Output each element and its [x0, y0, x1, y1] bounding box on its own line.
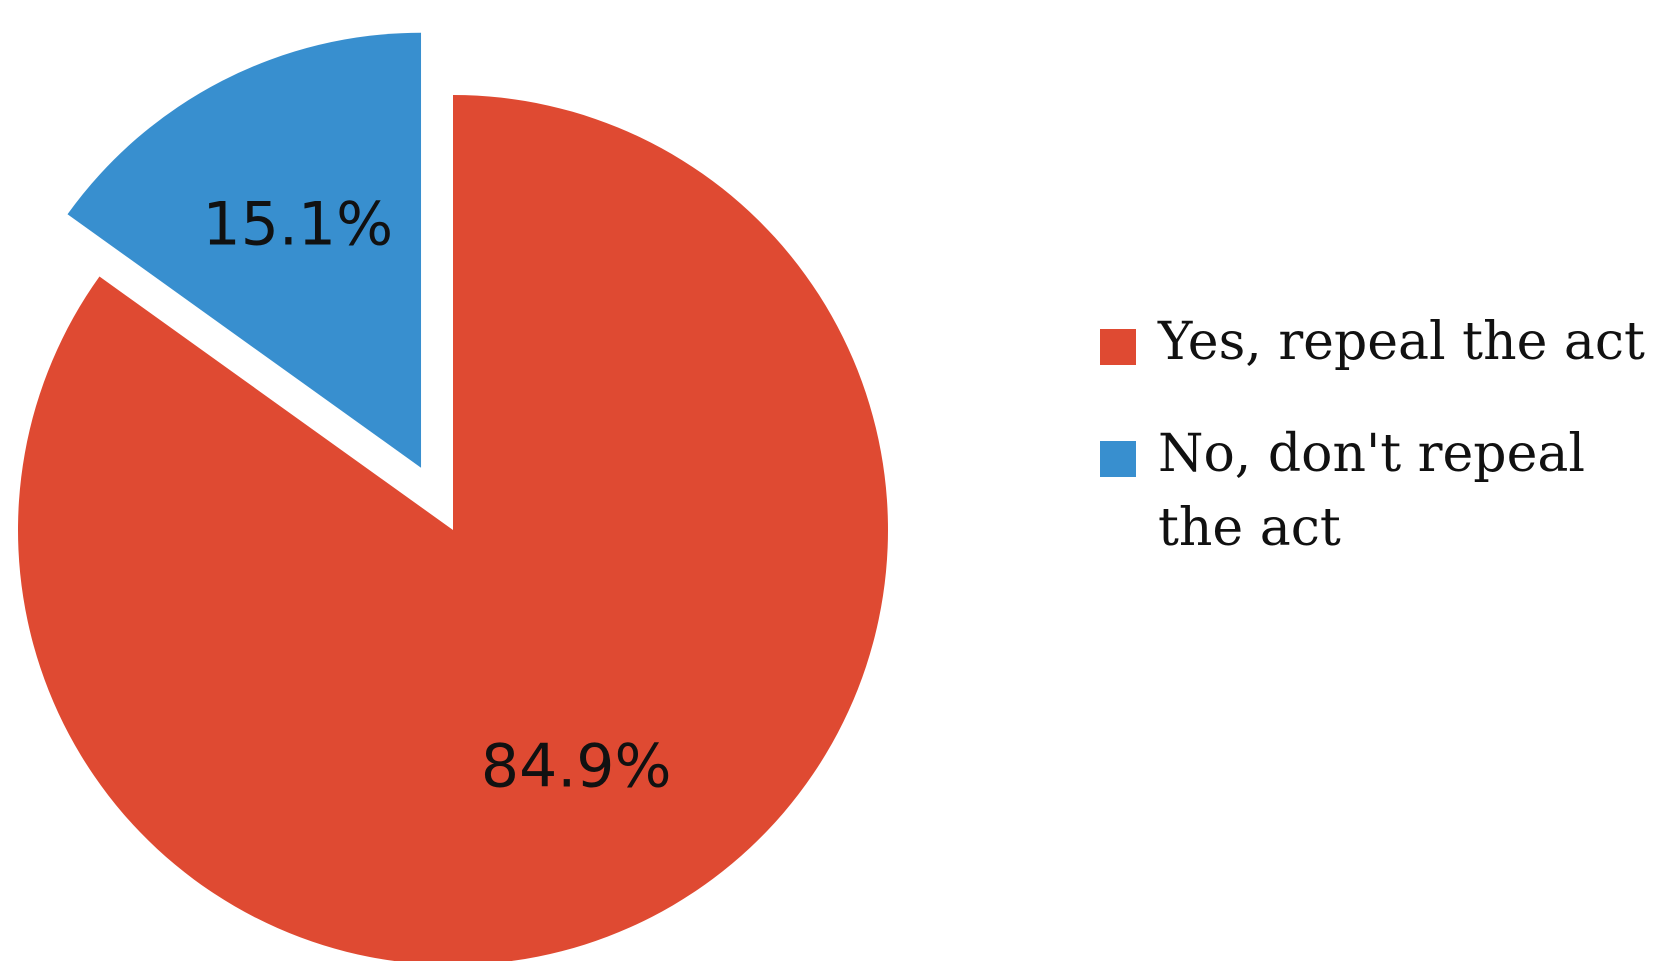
pie-slice-0 — [18, 95, 888, 961]
pie-data-label-1: 15.1% — [203, 189, 394, 259]
legend-item-no: No, don't repeal the act — [1100, 417, 1660, 565]
pie-data-labels: 84.9% 15.1% — [203, 189, 672, 801]
pie-slices — [18, 32, 888, 961]
pie-data-label-0: 84.9% — [481, 732, 672, 802]
legend-item-yes: Yes, repeal the act — [1100, 305, 1660, 379]
legend-label-yes: Yes, repeal the act — [1158, 312, 1645, 372]
legend-label-no: No, don't repeal the act — [1158, 424, 1585, 558]
legend-swatch-no — [1100, 441, 1136, 477]
legend: Yes, repeal the act No, don't repeal the… — [1100, 305, 1660, 603]
pie-slice-1 — [67, 32, 422, 468]
legend-swatch-yes — [1100, 329, 1136, 365]
